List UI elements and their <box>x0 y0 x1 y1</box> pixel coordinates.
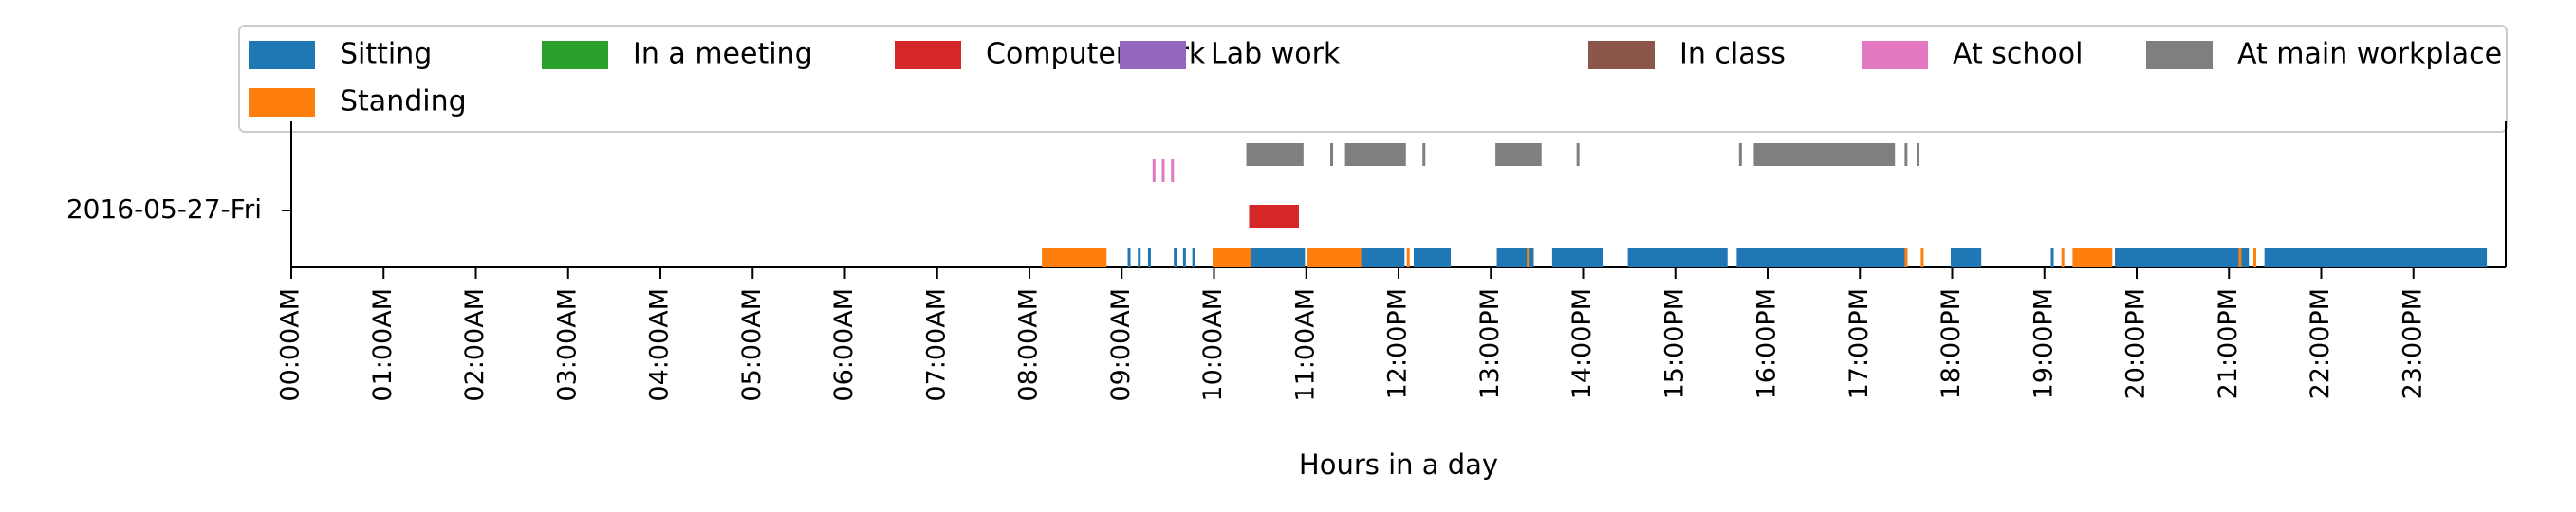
series-standing <box>1042 248 2256 267</box>
x-tick-label: 07:00AM <box>921 288 951 402</box>
x-tick-label: 08:00AM <box>1014 288 1044 402</box>
x-tick-label: 01:00AM <box>368 288 398 402</box>
activity-segment <box>2266 248 2486 267</box>
x-tick-label: 09:00AM <box>1106 288 1136 402</box>
legend-item-lab-work: Lab work <box>1120 38 1341 71</box>
activity-segment <box>1344 143 1406 166</box>
x-axis: 00:00AM 01:00AM 02:00AM 03:00AM 04:00AM 05:00… <box>276 267 2427 402</box>
chart-marks <box>1042 143 2488 267</box>
x-tick-label: 18:00PM <box>1937 288 1966 399</box>
x-tick-label: 02:00AM <box>460 288 490 402</box>
x-axis-label: Hours in a day <box>1299 448 1498 481</box>
legend-item-sitting: Sitting <box>249 38 432 71</box>
activity-segment <box>1246 143 1304 166</box>
legend-frame <box>238 25 2508 133</box>
x-tick-label: 11:00AM <box>1290 288 1320 402</box>
x-tick-label: 14:00PM <box>1567 288 1597 399</box>
legend-swatch <box>1588 41 1655 69</box>
activity-segment <box>1753 143 1896 166</box>
x-tick-label: 03:00AM <box>552 288 582 402</box>
series-at-main-workplace <box>1246 143 1920 166</box>
legend-label: In a meeting <box>633 38 813 71</box>
legend-item-standing: Standing <box>249 85 467 119</box>
x-tick-label: 16:00PM <box>1752 288 1782 399</box>
x-tick-label: 19:00PM <box>2029 288 2058 399</box>
legend-item-at-school: At school <box>1862 38 2083 71</box>
legend-item-at-main-workplace: At main workplace <box>2146 38 2502 71</box>
legend-swatch <box>895 41 961 69</box>
x-tick-label: 05:00AM <box>737 288 767 402</box>
legend-item-in-class: In class <box>1588 38 1786 71</box>
activity-segment <box>1553 248 1602 267</box>
legend-swatch <box>2146 41 2213 69</box>
legend-swatch <box>542 41 608 69</box>
x-tick-label: 12:00PM <box>1383 288 1413 399</box>
x-tick-label: 23:00PM <box>2398 288 2427 399</box>
activity-segment <box>1307 248 1361 267</box>
y-tick-label-day: 2016-05-27-Fri <box>66 193 262 225</box>
activity-segment <box>1214 248 1250 267</box>
activity-segment <box>1249 205 1299 228</box>
x-tick-label: 21:00PM <box>2214 288 2243 399</box>
activity-segment <box>1043 248 1105 267</box>
x-tick-label: 04:00AM <box>645 288 675 402</box>
series-computer-work <box>1249 205 1299 228</box>
activity-segment <box>2073 248 2111 267</box>
x-tick-label: 13:00PM <box>1475 288 1505 399</box>
legend-label: In class <box>1679 38 1786 71</box>
legend-label: Lab work <box>1211 38 1341 71</box>
x-tick-label: 20:00PM <box>2122 288 2151 399</box>
x-tick-label: 00:00AM <box>276 288 306 402</box>
legend-label: Sitting <box>340 38 432 71</box>
legend-swatch <box>1862 41 1928 69</box>
legend-label: Standing <box>340 85 467 119</box>
x-tick-label: 22:00PM <box>2306 288 2335 399</box>
activity-segment <box>1415 248 1450 267</box>
series-at-school <box>1152 159 1175 182</box>
activity-segment <box>1495 143 1542 166</box>
legend-swatch <box>1120 41 1186 69</box>
legend-swatch <box>249 88 315 117</box>
activity-segment <box>2116 248 2248 267</box>
series-sitting <box>1127 248 2488 267</box>
x-tick-label: 15:00PM <box>1659 288 1689 399</box>
legend-item-in-a-meeting: In a meeting <box>542 38 813 71</box>
x-tick-label: 06:00AM <box>829 288 859 402</box>
legend-label: At school <box>1953 38 2083 71</box>
activity-segment <box>1498 248 1533 267</box>
x-tick-label: 17:00PM <box>1844 288 1874 399</box>
y-axis: 2016-05-27-Fri <box>66 193 262 225</box>
legend-swatch <box>249 41 315 69</box>
legend: Sitting In a meeting Computer work Lab work… <box>238 25 2508 133</box>
legend-label: At main workplace <box>2237 38 2502 71</box>
x-tick-label: 10:00AM <box>1198 288 1228 402</box>
